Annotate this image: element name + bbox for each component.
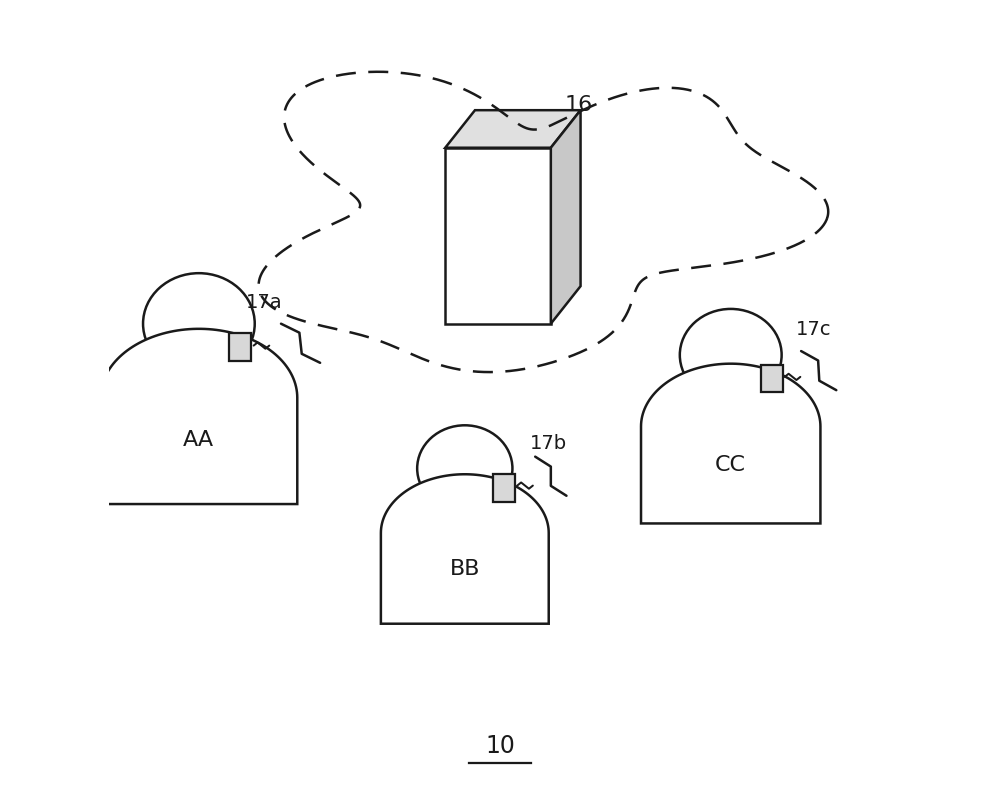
Polygon shape <box>381 474 549 624</box>
Bar <box>493 474 515 501</box>
Ellipse shape <box>680 309 782 401</box>
Text: 16: 16 <box>564 95 592 115</box>
Ellipse shape <box>143 273 255 374</box>
Polygon shape <box>445 110 581 148</box>
Text: 17b: 17b <box>530 434 567 453</box>
Bar <box>761 365 783 392</box>
Text: 10: 10 <box>485 734 515 758</box>
Text: 17c: 17c <box>796 320 831 339</box>
Text: AA: AA <box>183 430 214 451</box>
Polygon shape <box>100 329 297 504</box>
Ellipse shape <box>417 425 512 512</box>
Polygon shape <box>445 148 551 324</box>
Text: BB: BB <box>450 560 480 579</box>
Polygon shape <box>551 110 581 324</box>
Text: 17a: 17a <box>246 293 282 312</box>
Text: CC: CC <box>715 455 746 475</box>
Bar <box>229 334 251 361</box>
Polygon shape <box>641 364 820 524</box>
